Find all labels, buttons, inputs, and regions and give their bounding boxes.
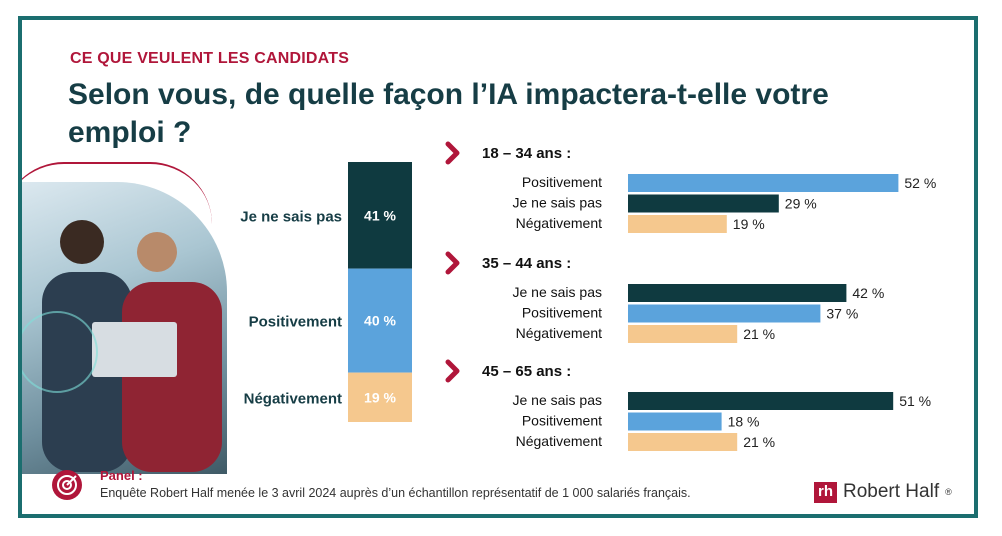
chart-area: 41 % Je ne sais pas 40 % Positivement 19 % Né… bbox=[240, 141, 936, 451]
bar-category-label: Positivement bbox=[522, 305, 602, 321]
stacked-category-label: Positivement bbox=[249, 314, 342, 331]
bar bbox=[628, 284, 847, 302]
stacked-value-label: 41 % bbox=[364, 207, 396, 223]
stacked-segment bbox=[348, 162, 412, 269]
chevron-right-icon bbox=[445, 251, 460, 275]
person-head-left bbox=[60, 220, 104, 264]
bar-value-label: 21 % bbox=[743, 326, 775, 342]
page-title: Selon vous, de quelle façon l’IA impacte… bbox=[68, 78, 829, 149]
bar bbox=[628, 215, 727, 233]
logo-registered: ® bbox=[945, 487, 952, 497]
group-title: 45 – 65 ans : bbox=[482, 363, 571, 380]
kicker: CE QUE VEULENT LES CANDIDATS bbox=[70, 50, 350, 67]
chevron-right-icon bbox=[445, 141, 460, 165]
bar-category-label: Je ne sais pas bbox=[513, 392, 603, 408]
stacked-value-label: 40 % bbox=[364, 313, 396, 329]
infographic-frame: CE QUE VEULENT LES CANDIDATS Selon vous,… bbox=[18, 16, 978, 518]
bar-value-label: 51 % bbox=[899, 393, 931, 409]
bar-value-label: 37 % bbox=[826, 306, 858, 322]
bar-category-label: Je ne sais pas bbox=[513, 284, 603, 300]
bar bbox=[628, 392, 894, 410]
target-icon bbox=[52, 470, 82, 500]
stacked-segment bbox=[348, 372, 412, 422]
tech-ring bbox=[22, 311, 98, 393]
logo-text: Robert Half bbox=[843, 481, 940, 502]
bar-value-label: 21 % bbox=[743, 434, 775, 450]
group-title: 35 – 44 ans : bbox=[482, 255, 571, 272]
laptop bbox=[92, 322, 177, 377]
bar bbox=[628, 174, 899, 192]
bar-category-label: Positivement bbox=[522, 413, 602, 429]
bar-category-label: Négativement bbox=[516, 215, 602, 231]
bar-category-label: Négativement bbox=[516, 325, 602, 341]
bar-value-label: 18 % bbox=[728, 414, 760, 430]
stacked-category-label: Je ne sais pas bbox=[240, 208, 342, 225]
photo-people-laptop bbox=[22, 182, 227, 474]
bar-category-label: Négativement bbox=[516, 433, 602, 449]
bar-value-label: 19 % bbox=[733, 216, 765, 232]
bar bbox=[628, 304, 821, 323]
footer-text: Enquête Robert Half menée le 3 avril 202… bbox=[100, 486, 691, 500]
stacked-value-label: 19 % bbox=[364, 389, 396, 405]
bar-value-label: 52 % bbox=[904, 175, 936, 191]
stacked-segment bbox=[348, 268, 412, 373]
bar-category-label: Positivement bbox=[522, 174, 602, 190]
group-title: 18 – 34 ans : bbox=[482, 145, 571, 162]
bar bbox=[628, 412, 722, 431]
chevron-right-icon bbox=[445, 359, 460, 383]
bar bbox=[628, 433, 738, 451]
bar bbox=[628, 194, 779, 213]
bar-value-label: 29 % bbox=[785, 196, 817, 212]
bar-category-label: Je ne sais pas bbox=[513, 195, 603, 211]
target-icon-glyph bbox=[57, 475, 77, 495]
photo-illustration bbox=[22, 220, 222, 472]
footer-label: Panel : bbox=[100, 468, 143, 483]
stacked-category-label: Négativement bbox=[244, 390, 342, 407]
person-head-right bbox=[137, 232, 177, 272]
bar bbox=[628, 325, 738, 343]
bar-value-label: 42 % bbox=[852, 285, 884, 301]
decorative-arc bbox=[22, 162, 212, 224]
robert-half-logo: rh Robert Half ® bbox=[814, 480, 952, 504]
logo-mark: rh bbox=[814, 481, 837, 503]
